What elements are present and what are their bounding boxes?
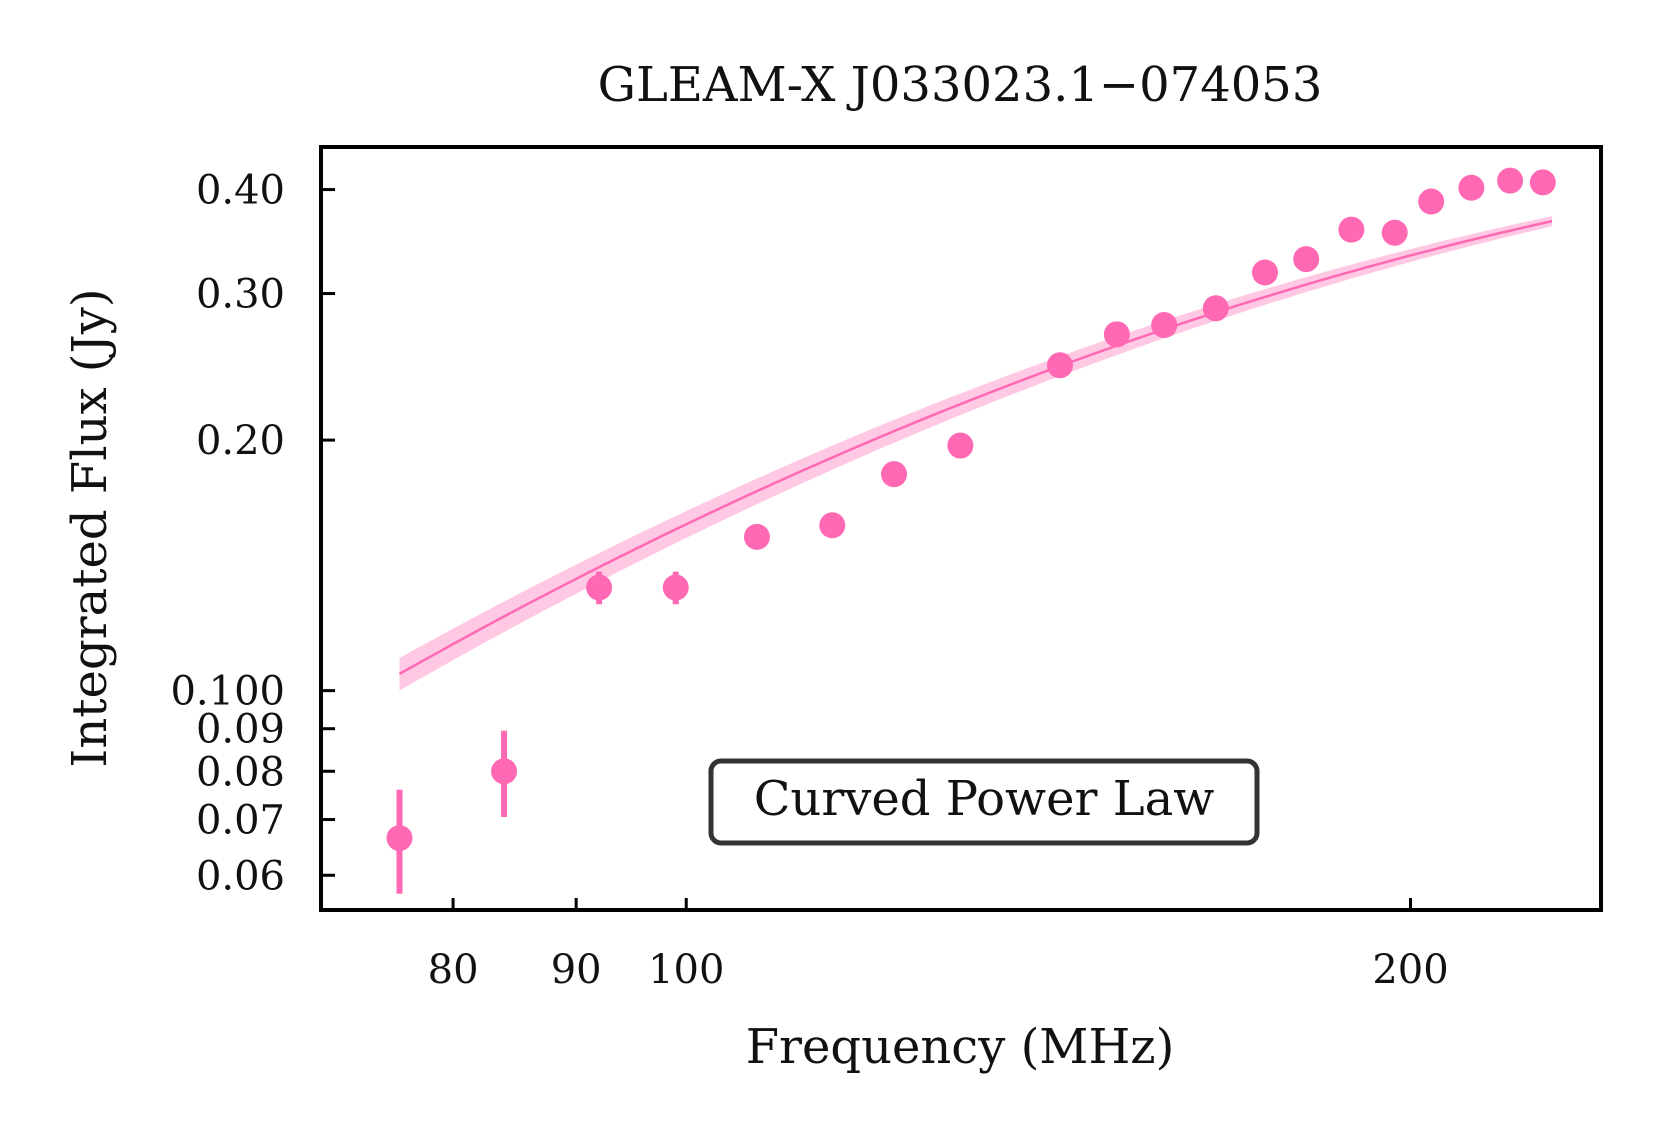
data-marker: [1497, 167, 1524, 194]
data-marker: [1046, 352, 1073, 379]
data-point-7: [881, 461, 908, 488]
data-marker: [1458, 174, 1485, 201]
plot-frame: [319, 145, 1603, 912]
data-point-4: [662, 571, 689, 605]
data-marker: [1338, 216, 1365, 243]
y-tick-label: 0.07: [196, 798, 285, 844]
data-marker: [1381, 219, 1408, 246]
data-point-3: [586, 571, 613, 605]
y-axis-ticks: 0.06 0.070.080.090.100 0.20 0.30 0.40: [170, 168, 335, 899]
data-point-8: [947, 432, 974, 459]
data-points: [386, 167, 1556, 894]
data-marker: [386, 825, 413, 852]
x-tick-label: 90: [551, 947, 602, 993]
data-point-15: [1338, 216, 1365, 243]
plot-area: [386, 167, 1556, 894]
data-marker: [662, 574, 689, 601]
data-point-17: [1418, 188, 1445, 215]
x-tick-label: 80: [428, 947, 479, 993]
data-marker: [743, 523, 770, 550]
y-tick-label: 0.08: [196, 749, 285, 795]
y-tick-label: 0.40: [196, 168, 285, 214]
fit-curve: [398, 219, 1553, 675]
y-tick-label: 0.100: [170, 669, 285, 715]
fit-uncertainty-band: [399, 216, 1552, 691]
data-point-6: [819, 512, 846, 539]
data-marker: [1418, 188, 1445, 215]
data-marker: [1151, 311, 1178, 338]
y-tick-label: 0.20: [196, 418, 285, 464]
data-marker: [881, 461, 908, 488]
data-point-10: [1103, 321, 1130, 348]
data-point-19: [1497, 167, 1524, 194]
y-axis-label: Integrated Flux (Jy): [62, 288, 118, 767]
data-point-9: [1046, 352, 1073, 379]
data-marker: [1529, 169, 1556, 196]
annotation-box: [708, 758, 1260, 846]
data-marker: [586, 574, 613, 601]
data-marker: [947, 432, 974, 459]
x-tick-label: 200: [1372, 947, 1448, 993]
model-annotation: Curved Power Law: [708, 758, 1260, 846]
fit-layer: [398, 216, 1553, 691]
y-tick-label: 0.06: [196, 853, 285, 899]
data-point-5: [743, 523, 770, 550]
data-point-20: [1529, 169, 1556, 196]
data-point-1: [386, 789, 413, 894]
data-point-2: [491, 730, 518, 817]
y-tick-label: 0.09: [196, 707, 285, 753]
y-tick-label: 0.30: [196, 272, 285, 318]
data-marker: [819, 512, 846, 539]
annotation-text: Curved Power Law: [754, 771, 1215, 827]
data-point-12: [1202, 295, 1229, 322]
data-point-16: [1381, 219, 1408, 246]
data-point-11: [1151, 311, 1178, 338]
data-marker: [491, 758, 518, 785]
chart-title: GLEAM-X J033023.1−074053: [598, 57, 1323, 113]
data-point-14: [1293, 246, 1320, 273]
x-axis-ticks: 80 90 100 200: [428, 898, 1449, 993]
data-marker: [1103, 321, 1130, 348]
data-point-13: [1251, 259, 1278, 286]
x-axis-label: Frequency (MHz): [746, 1019, 1175, 1075]
x-tick-label: 100: [648, 947, 724, 993]
data-marker: [1202, 295, 1229, 322]
data-point-18: [1458, 174, 1485, 201]
data-marker: [1293, 246, 1320, 273]
data-marker: [1251, 259, 1278, 286]
